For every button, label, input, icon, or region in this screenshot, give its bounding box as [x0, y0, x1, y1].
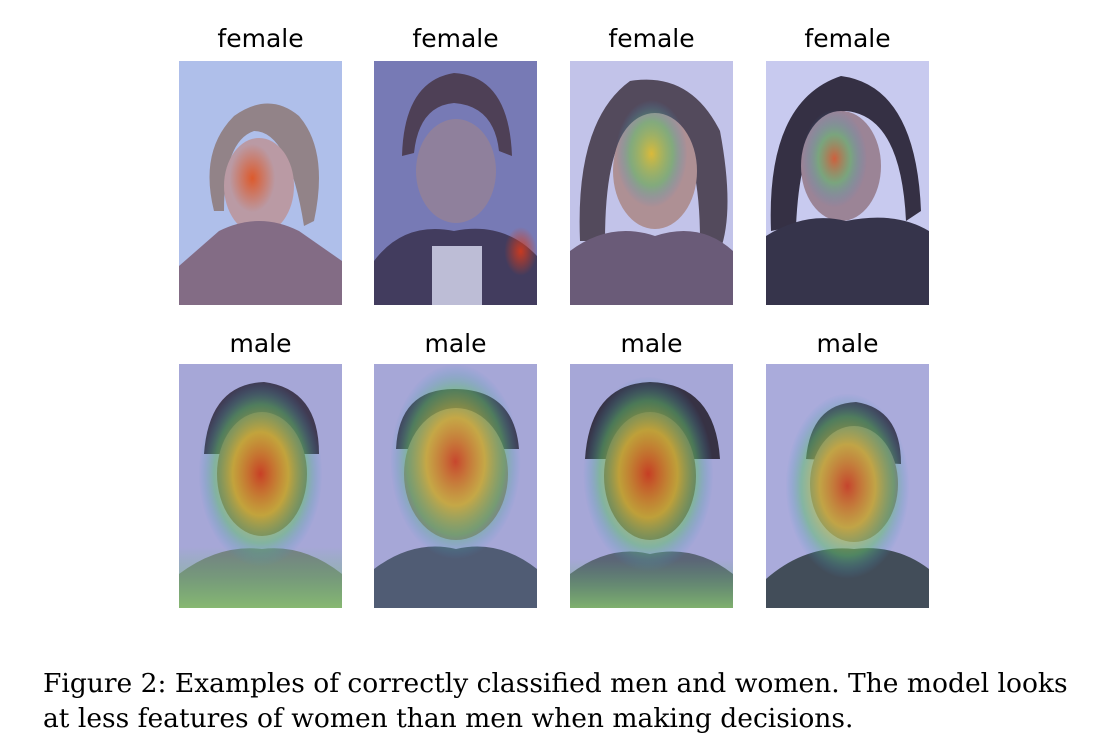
panel-label-male-4: male [816, 329, 879, 358]
male-face-heatmap-3 [570, 364, 733, 608]
panel-label-male-3: male [620, 329, 683, 358]
panel-label-female-2: female [412, 24, 499, 53]
figure-caption: Figure 2: Examples of correctly classifi… [43, 668, 1068, 734]
male-face-heatmap-1 [179, 364, 342, 608]
panel-label-male-1: male [229, 329, 292, 358]
female-face-heatmap-4 [766, 61, 929, 305]
female-face-heatmap-2 [374, 61, 537, 305]
female-face-heatmap-3 [570, 61, 733, 305]
panel-label-male-2: male [424, 329, 487, 358]
female-face-heatmap-1 [179, 61, 342, 305]
male-face-heatmap-2 [374, 364, 537, 608]
male-face-heatmap-4 [766, 364, 929, 608]
panel-label-female-1: female [217, 24, 304, 53]
panel-label-female-4: female [804, 24, 891, 53]
panel-label-female-3: female [608, 24, 695, 53]
